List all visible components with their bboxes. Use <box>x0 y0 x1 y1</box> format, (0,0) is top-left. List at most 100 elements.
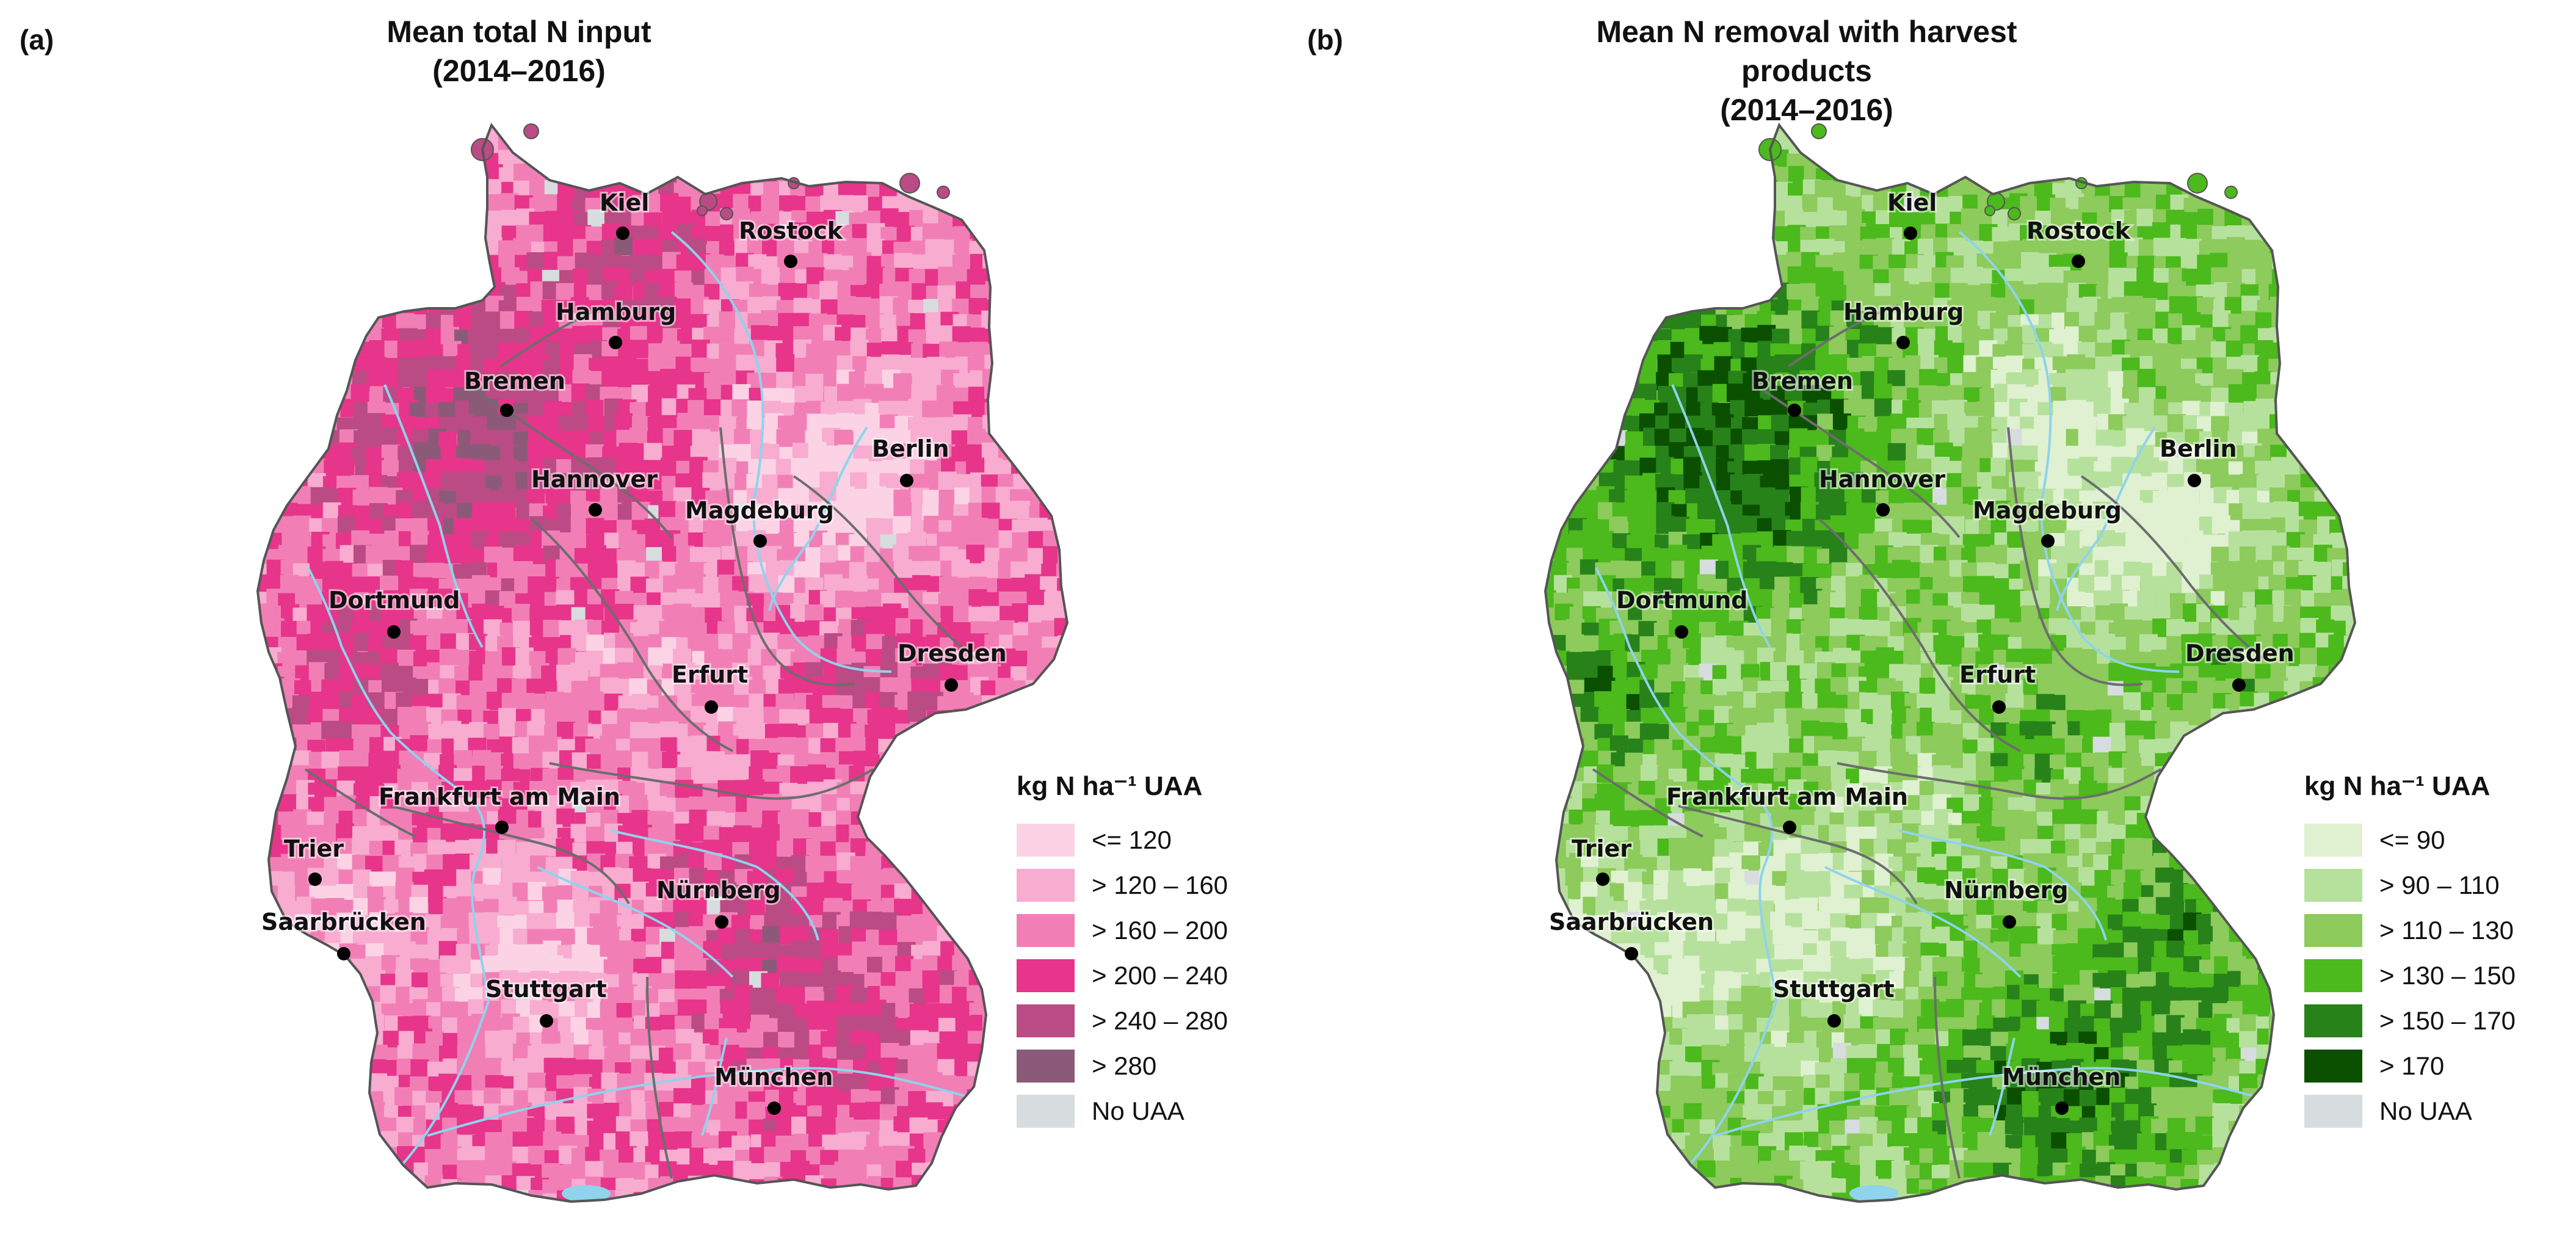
district-cell <box>574 125 593 141</box>
district-cell <box>879 178 898 197</box>
district-cell <box>996 414 1015 433</box>
district-cell <box>1040 1147 1059 1166</box>
district-cell <box>353 1177 372 1195</box>
district-cell <box>512 737 531 756</box>
district-cell <box>954 1205 972 1223</box>
district-cell <box>353 150 372 169</box>
district-cell <box>411 281 430 300</box>
district-cell <box>923 136 942 155</box>
district-cell <box>585 399 604 418</box>
district-cell <box>322 369 341 388</box>
district-cell <box>1054 1134 1067 1153</box>
district-cell <box>310 416 328 435</box>
city-marker <box>387 625 401 639</box>
district-cell <box>1057 429 1067 448</box>
district-cell <box>427 237 446 256</box>
city-label: Berlin <box>872 435 949 462</box>
district-cell <box>894 739 913 758</box>
district-cell <box>281 413 300 432</box>
district-cell <box>1714 197 1733 216</box>
district-cell <box>264 840 283 858</box>
district-cell <box>1642 269 1661 288</box>
district-cell <box>1040 167 1059 186</box>
district-cell <box>1000 1046 1018 1065</box>
district-cell <box>264 1059 283 1078</box>
district-cell <box>879 125 898 139</box>
district-cell <box>424 178 443 197</box>
district-cell <box>323 959 342 978</box>
district-cell <box>673 125 692 139</box>
district-cell <box>293 151 312 170</box>
district-cell <box>278 225 297 244</box>
city-marker <box>500 404 513 417</box>
district-cell <box>923 825 942 844</box>
district-cell <box>1698 167 1717 186</box>
district-cell <box>258 181 268 200</box>
district-cell <box>397 227 416 245</box>
district-cell <box>836 164 855 183</box>
district-cell <box>1683 255 1702 274</box>
district-cell <box>258 486 267 505</box>
district-cell <box>321 1046 340 1065</box>
district-cell <box>354 1208 372 1227</box>
district-cell <box>338 985 357 1004</box>
district-cell <box>720 1205 738 1224</box>
district-cell <box>263 1075 282 1094</box>
district-cell <box>277 1104 296 1123</box>
district-cell <box>1073 253 1091 272</box>
district-cell <box>999 136 1018 155</box>
district-cell <box>1759 255 1778 274</box>
district-cell <box>1040 210 1059 229</box>
district-cell <box>2094 136 2113 155</box>
district-cell <box>1903 152 1922 171</box>
legend-item: > 160 – 200 <box>1017 908 1273 953</box>
district-cell <box>351 180 370 199</box>
district-cell <box>703 399 722 418</box>
district-cell <box>982 886 1001 905</box>
district-cell <box>528 443 546 462</box>
district-cell <box>277 256 296 275</box>
district-cell <box>967 764 986 783</box>
district-cell <box>1071 1205 1089 1224</box>
legend-title: kg N ha⁻¹ UAA <box>1017 771 1203 801</box>
district-cell <box>1026 225 1045 244</box>
district-cell <box>1551 149 1570 168</box>
district-cell <box>439 125 458 141</box>
district-cell <box>1755 195 1774 214</box>
district-cell <box>1026 194 1045 213</box>
district-cell <box>1583 227 1602 245</box>
district-cell <box>2329 197 2348 216</box>
district-cell <box>894 559 913 578</box>
district-cell <box>2287 256 2306 275</box>
district-cell <box>996 164 1015 183</box>
district-cell <box>998 1060 1017 1079</box>
district-cell <box>543 620 562 639</box>
district-cell <box>1054 1148 1067 1167</box>
district-cell <box>1729 165 1747 184</box>
district-cell <box>896 135 915 154</box>
district-cell <box>440 150 459 169</box>
legend-swatch <box>1017 1095 1075 1128</box>
district-cell <box>1612 225 1631 244</box>
district-cell <box>982 1043 1001 1062</box>
district-cell <box>455 285 474 303</box>
district-cell <box>336 328 355 347</box>
district-cell <box>258 1131 268 1150</box>
district-cell <box>1012 153 1031 172</box>
district-cell <box>321 1059 340 1078</box>
district-cell <box>352 1103 371 1122</box>
district-cell <box>296 1205 314 1223</box>
district-cell <box>940 885 959 904</box>
district-cell <box>2180 125 2199 140</box>
district-cell <box>2111 137 2130 156</box>
district-cell <box>267 739 286 758</box>
legend-swatch <box>1017 959 1075 992</box>
district-cell <box>337 125 356 142</box>
city-marker <box>705 700 718 714</box>
district-cell <box>1028 604 1047 623</box>
district-cell <box>909 767 928 786</box>
district-cell <box>542 752 561 771</box>
district-cell <box>2359 195 2377 213</box>
district-cell <box>849 575 868 594</box>
district-cell <box>955 1163 974 1181</box>
